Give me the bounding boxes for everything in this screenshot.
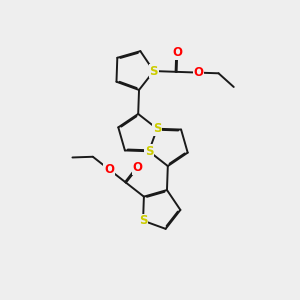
Text: O: O [172,46,182,59]
Text: S: S [150,64,158,78]
Text: S: S [153,122,161,135]
Text: O: O [193,66,203,79]
Text: O: O [133,161,143,174]
Text: S: S [145,145,153,158]
Text: O: O [104,163,114,176]
Text: S: S [139,214,147,227]
